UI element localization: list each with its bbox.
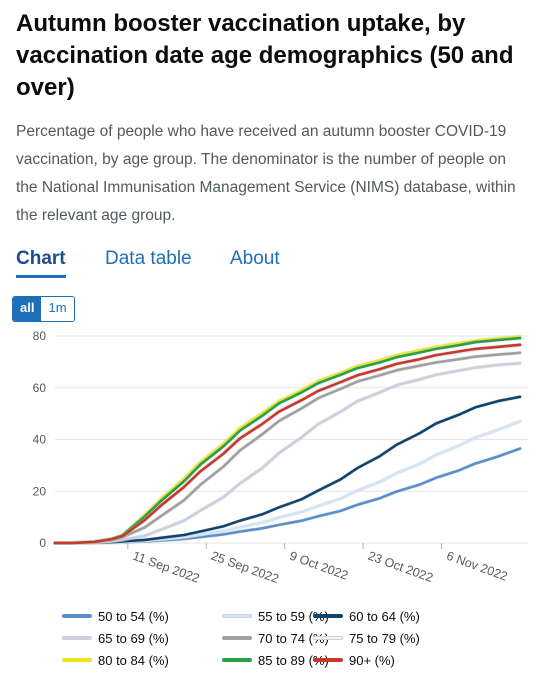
legend-item[interactable]: 85 to 89 (%) xyxy=(222,650,329,670)
x-tick-label: 9 Oct 2022 xyxy=(288,549,350,583)
series-line-outline-75-to-79 xyxy=(53,343,522,545)
series-lines xyxy=(53,334,522,545)
series-line-90 xyxy=(53,343,522,545)
x-axis-ticks: 11 Sep 2022 25 Sep 2022 9 Oct 2022 23 Oct 2… xyxy=(127,543,510,586)
legend-swatch xyxy=(313,658,343,662)
legend-label: 50 to 54 (%) xyxy=(98,608,169,624)
legend-item[interactable]: 50 to 54 (%) xyxy=(62,606,169,626)
legend-label: 55 to 59 (%) xyxy=(258,608,329,624)
tab-chart[interactable]: Chart xyxy=(16,246,66,278)
legend-swatch xyxy=(222,658,252,662)
legend-item[interactable]: 75 to 79 (%) xyxy=(313,628,420,648)
page-title: Autumn booster vaccination uptake, by va… xyxy=(16,10,514,101)
series-line-65-to-69 xyxy=(53,361,522,545)
series-line-outline-50-to-54 xyxy=(53,446,522,545)
legend-swatch xyxy=(62,636,92,640)
legend-label: 60 to 64 (%) xyxy=(349,608,420,624)
series-line-outline-90 xyxy=(53,342,522,545)
y-tick-label: 40 xyxy=(33,433,47,447)
y-tick-label: 20 xyxy=(33,484,47,498)
legend-swatch xyxy=(313,636,343,640)
y-axis-ticks: 0 20 40 60 80 xyxy=(33,329,47,550)
tab-about[interactable]: About xyxy=(230,248,280,269)
legend-item[interactable]: 55 to 59 (%) xyxy=(222,606,329,626)
legend-label: 65 to 69 (%) xyxy=(98,630,169,646)
legend-item[interactable]: 65 to 69 (%) xyxy=(62,628,169,648)
legend-swatch xyxy=(313,614,343,618)
legend-label: 75 to 79 (%) xyxy=(349,630,420,646)
y-tick-label: 0 xyxy=(39,536,46,550)
x-tick-label: 6 Nov 2022 xyxy=(445,549,510,584)
x-tick-label: 11 Sep 2022 xyxy=(131,549,202,586)
range-all-button[interactable]: all xyxy=(13,297,42,321)
legend-item[interactable]: 60 to 64 (%) xyxy=(313,606,420,626)
legend-swatch xyxy=(62,658,92,662)
x-tick-label: 23 Oct 2022 xyxy=(366,549,435,585)
y-tick-label: 60 xyxy=(33,381,47,395)
tab-data-table[interactable]: Data table xyxy=(105,248,192,269)
series-line-75-to-79 xyxy=(53,343,522,545)
legend-swatch xyxy=(222,636,252,640)
legend-label: 90+ (%) xyxy=(349,652,395,668)
line-chart: 0 20 40 60 80 11 Sep 2022 25 Sep 2022 9 Oct 20… xyxy=(33,329,528,586)
legend-item[interactable]: 90+ (%) xyxy=(313,650,395,670)
time-range-toggle: all 1m xyxy=(12,296,75,322)
legend-item[interactable]: 80 to 84 (%) xyxy=(62,650,169,670)
series-line-60-to-64 xyxy=(53,395,522,545)
legend-swatch xyxy=(62,614,92,618)
y-tick-label: 80 xyxy=(33,329,47,343)
series-line-outline-85-to-89 xyxy=(53,336,522,545)
range-1m-button[interactable]: 1m xyxy=(41,297,74,321)
x-tick-label: 25 Sep 2022 xyxy=(209,549,280,586)
legend-label: 80 to 84 (%) xyxy=(98,652,169,668)
legend-label: 70 to 74 (%) xyxy=(258,630,329,646)
chart-description: Percentage of people who have received a… xyxy=(16,123,516,224)
legend-swatch xyxy=(222,614,252,618)
series-line-85-to-89 xyxy=(53,336,522,545)
series-line-50-to-54 xyxy=(53,447,522,545)
legend-label: 85 to 89 (%) xyxy=(258,652,329,668)
grid-lines xyxy=(55,335,528,544)
legend-item[interactable]: 70 to 74 (%) xyxy=(222,628,329,648)
